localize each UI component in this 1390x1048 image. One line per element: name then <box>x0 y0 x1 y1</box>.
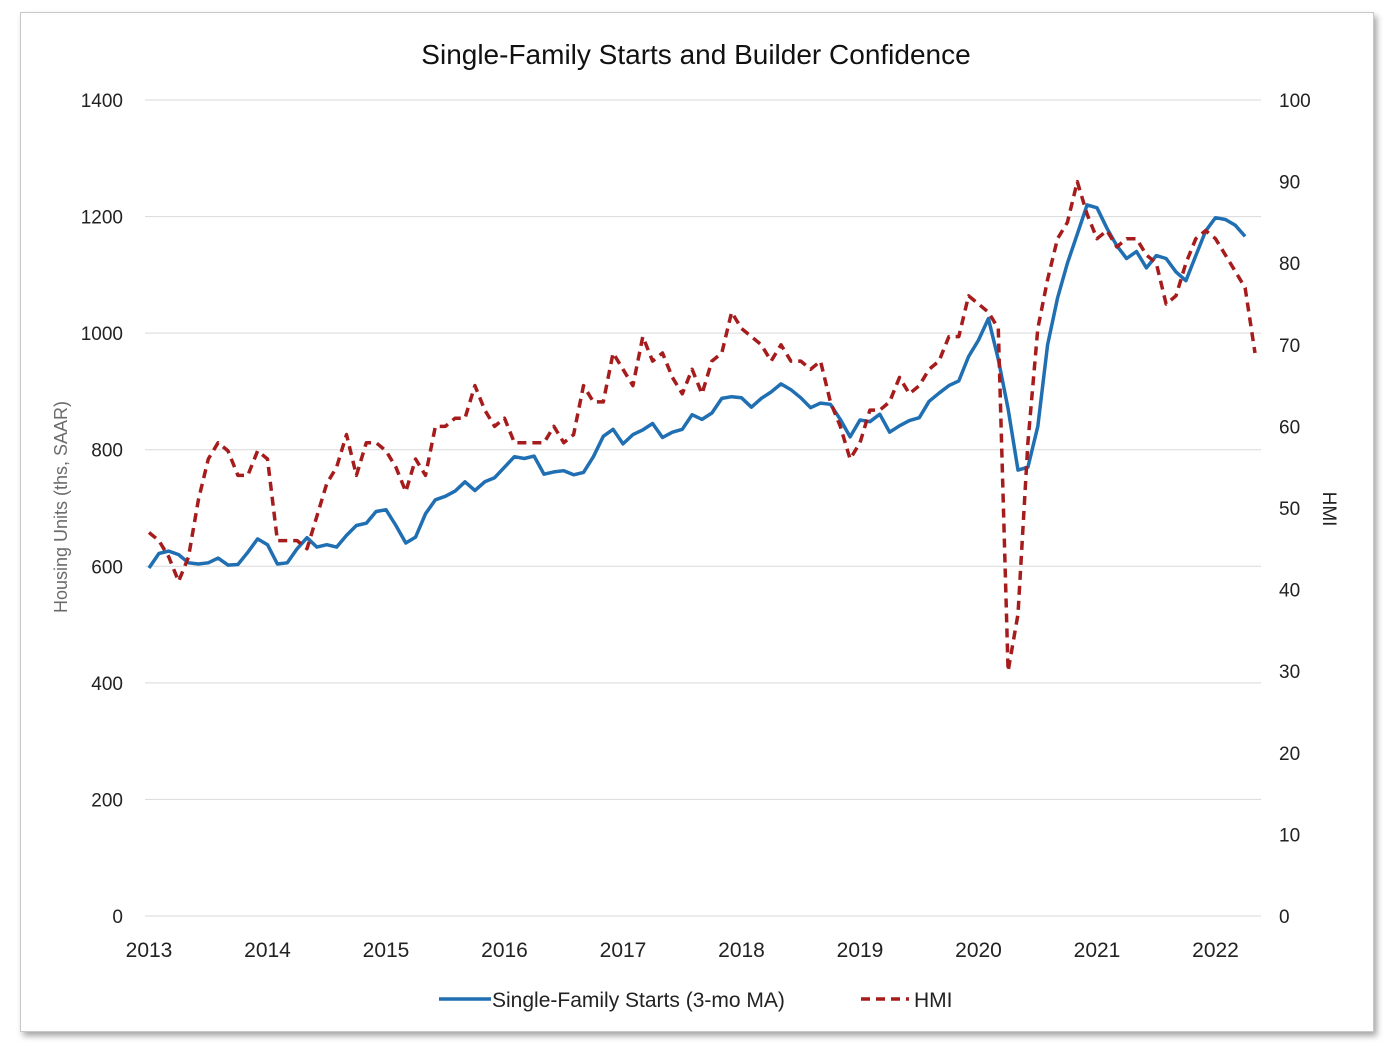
x-tick-label: 2019 <box>837 939 884 962</box>
legend-label-starts: Single-Family Starts (3-mo MA) <box>492 989 785 1012</box>
left-tick-label: 600 <box>91 557 123 578</box>
x-tick-label: 2017 <box>600 939 647 962</box>
x-tick-label: 2021 <box>1074 939 1121 962</box>
right-tick-label: 70 <box>1279 336 1300 357</box>
right-tick-label: 90 <box>1279 173 1300 194</box>
chart-title: Single-Family Starts and Builder Confide… <box>421 39 970 70</box>
right-tick-label: 80 <box>1279 254 1300 275</box>
x-tick-label: 2014 <box>244 939 291 962</box>
series-line-starts <box>147 203 1247 569</box>
right-tick-label: 60 <box>1279 417 1300 438</box>
legend-label-hmi: HMI <box>914 989 953 1012</box>
left-tick-label: 0 <box>112 907 123 928</box>
left-tick-label: 1400 <box>81 91 123 112</box>
left-tick-label: 200 <box>91 790 123 811</box>
x-tick-label: 2013 <box>126 939 173 962</box>
right-axis-title: HMI <box>1318 492 1339 527</box>
x-tick-label: 2015 <box>363 939 410 962</box>
left-tick-label: 1000 <box>81 324 123 345</box>
series-lines <box>147 179 1257 673</box>
x-tick-label: 2020 <box>955 939 1002 962</box>
gridlines <box>145 99 1261 917</box>
right-axis-ticks: 0 10 20 30 40 50 60 70 80 90 100 <box>1279 91 1311 928</box>
series-line-hmi <box>147 179 1257 673</box>
right-tick-label: 100 <box>1279 91 1311 112</box>
left-tick-label: 800 <box>91 441 123 462</box>
right-tick-label: 0 <box>1279 907 1290 928</box>
left-axis-ticks: 0 200 400 600 800 1000 1200 1400 <box>81 91 123 928</box>
chart-svg: 0 200 400 600 800 1000 1200 1400 0 10 20 30 40 50 60 7… <box>51 39 1339 1012</box>
right-tick-label: 50 <box>1279 499 1300 520</box>
legend: Single-Family Starts (3-mo MA) HMI <box>439 989 953 1012</box>
right-tick-label: 20 <box>1279 744 1300 765</box>
left-axis-title: Housing Units (ths, SAAR) <box>51 401 71 613</box>
x-tick-label: 2018 <box>718 939 765 962</box>
left-tick-label: 1200 <box>81 208 123 229</box>
right-tick-label: 40 <box>1279 581 1300 602</box>
right-tick-label: 30 <box>1279 662 1300 683</box>
x-axis-ticks: 2013 2014 2015 2016 2017 2018 2019 2020 2021 2022 <box>126 939 1239 962</box>
chart-frame: 0 200 400 600 800 1000 1200 1400 0 10 20 30 40 50 60 7… <box>20 12 1374 1032</box>
left-tick-label: 400 <box>91 674 123 695</box>
x-tick-label: 2022 <box>1192 939 1239 962</box>
x-tick-label: 2016 <box>481 939 528 962</box>
right-tick-label: 10 <box>1279 825 1300 846</box>
